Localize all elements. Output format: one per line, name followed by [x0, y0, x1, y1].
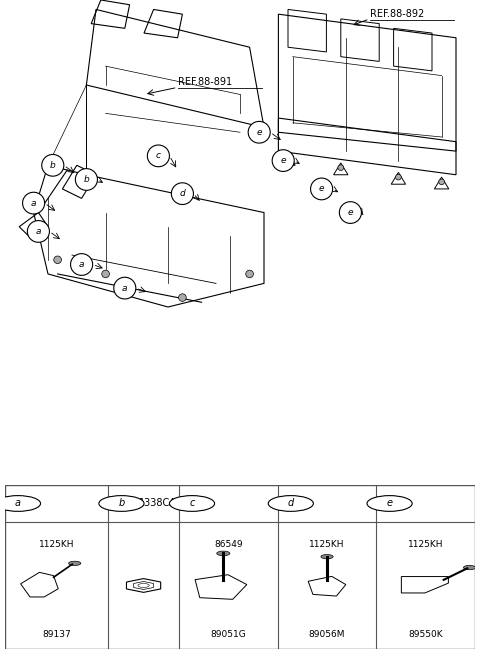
Circle shape [463, 565, 476, 569]
Text: a: a [31, 199, 36, 207]
Circle shape [339, 201, 361, 224]
Circle shape [23, 192, 45, 214]
Circle shape [76, 176, 83, 183]
Circle shape [311, 178, 333, 200]
Text: 1125KH: 1125KH [408, 540, 444, 549]
Circle shape [272, 150, 294, 171]
Circle shape [71, 254, 93, 276]
Circle shape [138, 584, 149, 588]
Circle shape [27, 220, 49, 242]
Circle shape [69, 561, 81, 565]
Text: 89056M: 89056M [309, 630, 345, 638]
Text: 89137: 89137 [42, 630, 71, 638]
Text: d: d [180, 189, 185, 198]
Text: d: d [288, 499, 294, 508]
Circle shape [246, 270, 253, 277]
Text: a: a [15, 499, 21, 508]
Circle shape [248, 121, 270, 143]
Text: 1338CA: 1338CA [139, 499, 177, 508]
Text: 1125KH: 1125KH [309, 540, 345, 549]
Circle shape [42, 154, 64, 176]
Text: b: b [119, 499, 125, 508]
Text: 86549: 86549 [214, 540, 242, 549]
Text: a: a [122, 283, 128, 293]
Text: c: c [156, 152, 161, 160]
Circle shape [75, 169, 97, 190]
Text: e: e [348, 208, 353, 217]
Text: e: e [386, 499, 393, 508]
Text: e: e [256, 128, 262, 136]
Circle shape [285, 155, 291, 161]
Text: b: b [84, 175, 89, 184]
Text: 1125KH: 1125KH [39, 540, 74, 549]
Circle shape [268, 496, 313, 512]
Text: c: c [189, 499, 195, 508]
Circle shape [338, 165, 344, 171]
Circle shape [171, 183, 193, 205]
Text: a: a [79, 260, 84, 269]
Circle shape [54, 256, 61, 264]
Text: 89051G: 89051G [210, 630, 246, 638]
Text: e: e [280, 156, 286, 165]
Circle shape [147, 145, 169, 167]
Text: b: b [50, 161, 56, 170]
Circle shape [396, 174, 401, 180]
Circle shape [321, 554, 333, 559]
Text: e: e [319, 184, 324, 194]
Text: a: a [36, 227, 41, 236]
Circle shape [367, 496, 412, 512]
Circle shape [99, 496, 144, 512]
Circle shape [216, 551, 230, 556]
Circle shape [114, 277, 136, 299]
Circle shape [102, 270, 109, 277]
Text: REF.88-892: REF.88-892 [370, 9, 424, 19]
Text: REF.88-891: REF.88-891 [178, 77, 232, 87]
Circle shape [179, 294, 186, 301]
Circle shape [439, 179, 444, 185]
Circle shape [0, 496, 40, 512]
Circle shape [169, 496, 215, 512]
Text: 89550K: 89550K [408, 630, 443, 638]
